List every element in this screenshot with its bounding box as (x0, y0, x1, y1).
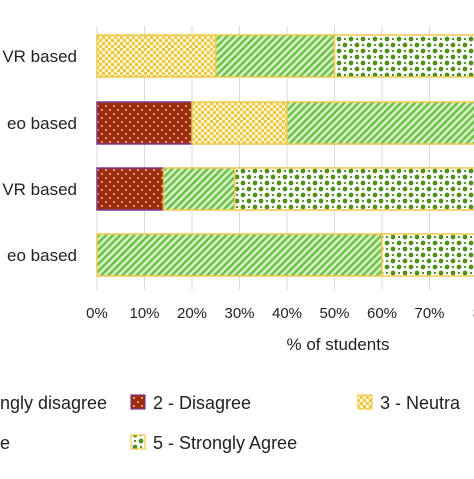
x-tick-label: 70% (414, 305, 444, 322)
legend-swatch (131, 435, 145, 449)
x-tick-label: 60% (367, 305, 397, 322)
legend-label: ngly disagree (0, 393, 107, 413)
bar-segment (192, 102, 287, 144)
x-tick-label: 40% (272, 305, 302, 322)
bar-segment (216, 35, 335, 77)
legend-label: 3 - Neutra (380, 393, 461, 413)
legend-swatch (358, 395, 372, 409)
x-tick-label: 10% (129, 305, 159, 322)
bar-segment (287, 102, 474, 144)
x-tick-label: 20% (177, 305, 207, 322)
legend: ngly disagree 2 - Disagree 3 - Neutra e 5 - … (0, 393, 461, 453)
category-labels: VR based eo based VR based eo based (2, 47, 77, 265)
bar-segment (382, 234, 474, 276)
category-label: eo based (7, 246, 77, 265)
bar-segment (97, 35, 216, 77)
x-axis-ticks: 0%10%20%30%40%50%60%70%8 (86, 305, 474, 322)
bar-segment (97, 168, 164, 210)
bar-segment (164, 168, 235, 210)
bars (97, 35, 474, 276)
legend-label: 5 - Strongly Agree (153, 433, 297, 453)
bar-segment (335, 35, 474, 77)
category-label: VR based (2, 47, 77, 66)
legend-swatch (131, 395, 145, 409)
bar-segment (97, 102, 192, 144)
category-label: VR based (2, 180, 77, 199)
x-axis-title: % of students (286, 335, 389, 354)
bar-segment (235, 168, 474, 210)
x-tick-label: 50% (319, 305, 349, 322)
category-label: eo based (7, 114, 77, 133)
legend-label: 2 - Disagree (153, 393, 251, 413)
legend-label: e (0, 433, 10, 453)
bar-segment (97, 234, 382, 276)
x-tick-label: 0% (86, 305, 108, 322)
x-tick-label: 30% (224, 305, 254, 322)
